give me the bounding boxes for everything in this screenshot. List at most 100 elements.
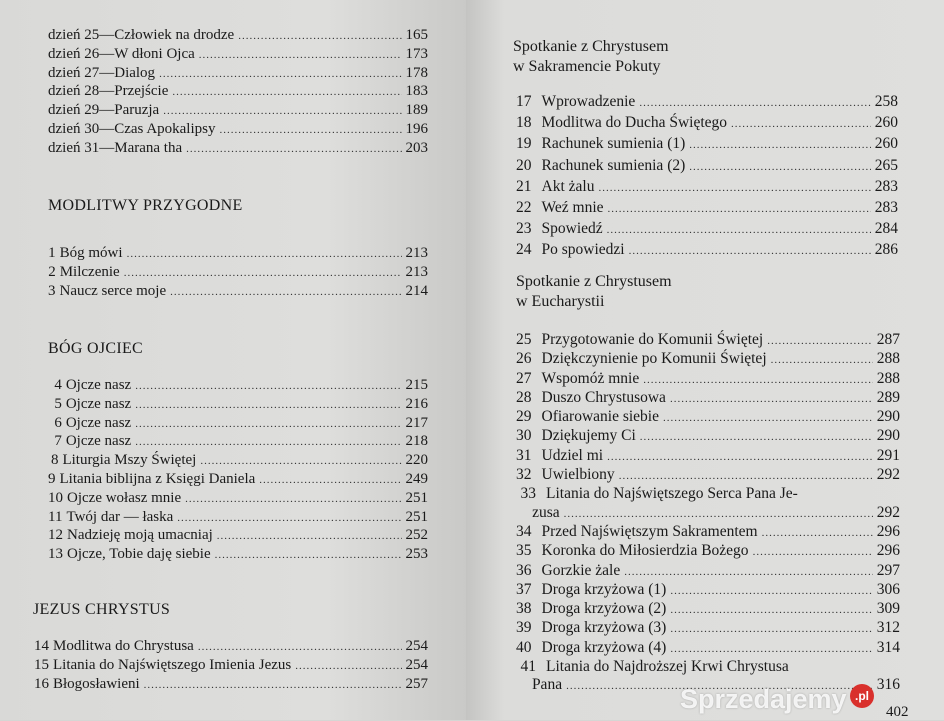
dot-leader: [629, 242, 871, 261]
dot-leader: [295, 658, 401, 676]
entry-title: Dziękujemy Ci: [541, 427, 636, 445]
entry-title-continuation: zusa: [532, 503, 560, 521]
toc-entry: 28 Duszo Chrystusowa 289: [516, 389, 900, 408]
entry-title: Przygotowanie do Komunii Świętej: [541, 331, 764, 348]
entry-title: Ofiarowanie siebie: [541, 408, 660, 426]
dot-leader: [217, 528, 402, 546]
entry-page: 216: [405, 395, 429, 412]
toc-entry: dzień 26—W dłoni Ojca 173: [48, 46, 428, 65]
entry-page: 265: [874, 156, 898, 174]
dot-leader: [771, 351, 873, 369]
dot-leader: [135, 378, 401, 396]
entry-title: Droga krzyżowa (1): [541, 580, 667, 598]
entry-page: 260: [874, 114, 898, 132]
entry-number: 21: [516, 177, 532, 195]
toc-entry: 21 Akt żalu 283: [516, 177, 898, 198]
entry-page: 213: [405, 245, 429, 261]
entry-number: 36: [516, 561, 532, 579]
entry-page: 283: [874, 177, 898, 195]
entry-number: 1: [48, 245, 56, 261]
toc-entry: 30 Dziękujemy Ci 290: [516, 427, 900, 446]
entry-number: 11: [48, 508, 63, 525]
dot-leader: [598, 179, 870, 198]
toc-entry: 34 Przed Najświętszym Sakramentem 296: [516, 523, 900, 542]
entry-page: 203: [405, 139, 429, 156]
dot-leader: [643, 371, 873, 389]
entry-number: 17: [516, 93, 532, 110]
dot-leader: [135, 397, 401, 415]
dot-leader: [198, 639, 402, 657]
toc-list: 25 Przygotowanie do Komunii Świętej 287 26 D…: [516, 331, 900, 696]
dot-leader: [731, 115, 871, 134]
entry-number: 33: [520, 485, 537, 503]
entry-page: 220: [405, 452, 429, 469]
entry-page: 289: [876, 388, 900, 406]
toc-entry: 38 Droga krzyżowa (2) 309: [516, 600, 900, 619]
entry-page: 288: [876, 369, 900, 387]
toc-entry-continuation: Pana 316: [516, 676, 900, 695]
entry-day: dzień 30: [48, 120, 100, 137]
entry-title: Litania do Najświętszego Serca Pana Je-: [546, 485, 798, 503]
entry-number: 28: [516, 388, 532, 406]
heading-line: Spotkanie z Chrystusem: [516, 273, 672, 290]
toc-entry: 32 Uwielbiony 292: [516, 466, 900, 485]
entry-title: —Przejście: [99, 83, 169, 100]
entry-number: 9: [48, 470, 56, 487]
entry-number: 41: [520, 658, 537, 676]
entry-number: 14: [34, 638, 49, 654]
entry-page: 314: [876, 638, 900, 656]
entry-page: 214: [405, 282, 429, 299]
entry-page: 316: [876, 676, 900, 694]
dot-leader: [619, 467, 873, 485]
entry-number: 25: [516, 331, 532, 348]
toc-entry: 17 Wprowadzenie 258: [516, 92, 898, 113]
entry-title: Ojcze nasz: [65, 395, 132, 412]
entry-page: 254: [405, 638, 429, 654]
entry-number: 31: [516, 446, 532, 464]
dot-leader: [215, 547, 402, 565]
dot-leader: [238, 28, 401, 46]
entry-number: 20: [516, 156, 532, 174]
dot-leader: [144, 677, 402, 695]
entry-title: Milczenie: [59, 263, 120, 280]
entry-number: 12: [48, 527, 63, 544]
toc-entry: 39 Droga krzyżowa (3) 312: [516, 619, 900, 638]
entry-title: Duszo Chrystusowa: [541, 388, 666, 406]
entry-day: dzień 28: [48, 83, 100, 100]
entry-number: 27: [516, 369, 532, 387]
dot-leader: [670, 390, 873, 408]
entry-number: 30: [516, 427, 532, 445]
dot-leader: [185, 491, 401, 509]
dot-leader: [564, 505, 873, 523]
entry-number: 15: [34, 656, 49, 673]
watermark-logo: Sprzedajemy: [680, 684, 847, 714]
entry-page: 173: [405, 45, 429, 62]
entry-number: 24: [516, 241, 532, 259]
entry-page: 251: [405, 508, 429, 525]
toc-entry: dzień 28—Przejście 183: [48, 83, 428, 102]
entry-page: 312: [876, 619, 900, 637]
right-page: Spotkanie z Chrystusem w Sakramencie Pok…: [466, 0, 944, 720]
left-page: dzień 25—Człowiek na drodze165dzień 26—W…: [0, 0, 466, 720]
entry-number: 22: [516, 199, 532, 217]
dot-leader: [135, 434, 401, 452]
entry-page: 290: [876, 408, 900, 426]
entry-number: 4: [54, 377, 62, 393]
entry-page: 292: [876, 503, 900, 521]
entry-number: 26: [516, 350, 532, 368]
entry-day: dzień 29: [48, 102, 100, 119]
entry-title: Naucz serce moje: [59, 282, 167, 299]
entry-number: 3: [48, 282, 56, 299]
toc-entry: 37 Droga krzyżowa (1) 306: [516, 581, 900, 600]
toc-entry: 25 Przygotowanie do Komunii Świętej 287: [516, 331, 900, 350]
entry-title: Dziękczynienie po Komunii Świętej: [541, 350, 767, 368]
toc-entry: 18 Modlitwa do Ducha Świętego 260: [516, 113, 898, 134]
